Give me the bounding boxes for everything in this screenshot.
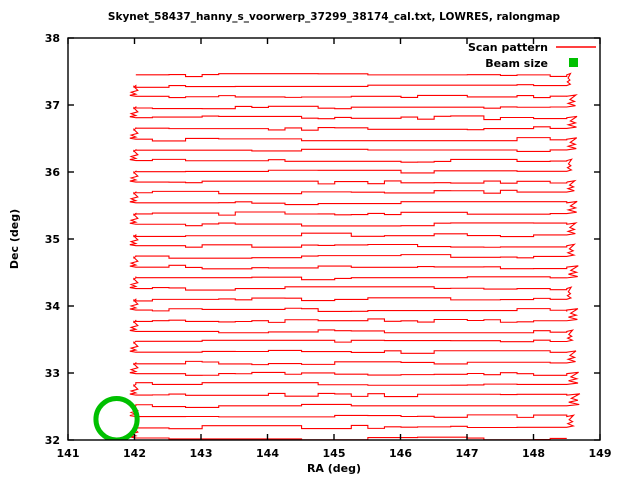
x-tick-label: 149 xyxy=(589,447,612,460)
x-tick-label: 146 xyxy=(389,447,412,460)
legend-label-scan-pattern: Scan pattern xyxy=(468,41,548,54)
x-axis-label: RA (deg) xyxy=(307,462,361,475)
y-tick-label: 35 xyxy=(45,233,60,246)
y-tick-label: 34 xyxy=(45,300,61,313)
y-tick-label: 36 xyxy=(45,166,61,179)
y-axis-label: Dec (deg) xyxy=(8,209,21,269)
beam-size-circle xyxy=(93,395,140,440)
legend: Scan pattern Beam size xyxy=(468,41,596,70)
x-tick-label: 143 xyxy=(190,447,213,460)
x-tick-label: 148 xyxy=(522,447,545,460)
y-tick-label: 38 xyxy=(45,32,60,45)
beam-size-marker xyxy=(93,395,140,440)
y-tick-label: 32 xyxy=(45,434,60,447)
x-tick-label: 142 xyxy=(123,447,146,460)
x-tick-label: 141 xyxy=(57,447,80,460)
scan-pattern-path xyxy=(129,72,581,440)
page-title: Skynet_58437_hanny_s_voorwerp_37299_3817… xyxy=(108,11,561,23)
x-axis-ticks: 141 142 143 144 145 146 147 148 149 xyxy=(57,38,612,460)
x-tick-label: 147 xyxy=(456,447,479,460)
y-tick-label: 37 xyxy=(45,99,60,112)
y-tick-label: 33 xyxy=(45,367,60,380)
x-tick-label: 144 xyxy=(256,447,279,460)
x-tick-label: 145 xyxy=(323,447,346,460)
legend-label-beam-size: Beam size xyxy=(485,57,548,70)
y-axis-ticks: 32 33 34 35 36 37 38 xyxy=(45,32,600,447)
scan-pattern-series xyxy=(129,72,581,440)
legend-swatch-beam-size xyxy=(569,58,578,67)
